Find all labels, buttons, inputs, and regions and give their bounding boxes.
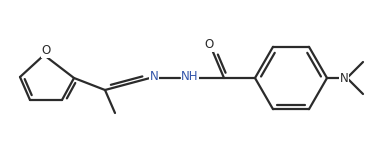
Text: N: N bbox=[150, 69, 158, 82]
Text: O: O bbox=[204, 39, 214, 51]
Text: NH: NH bbox=[181, 69, 199, 82]
Text: O: O bbox=[41, 45, 51, 57]
Text: N: N bbox=[340, 72, 348, 84]
